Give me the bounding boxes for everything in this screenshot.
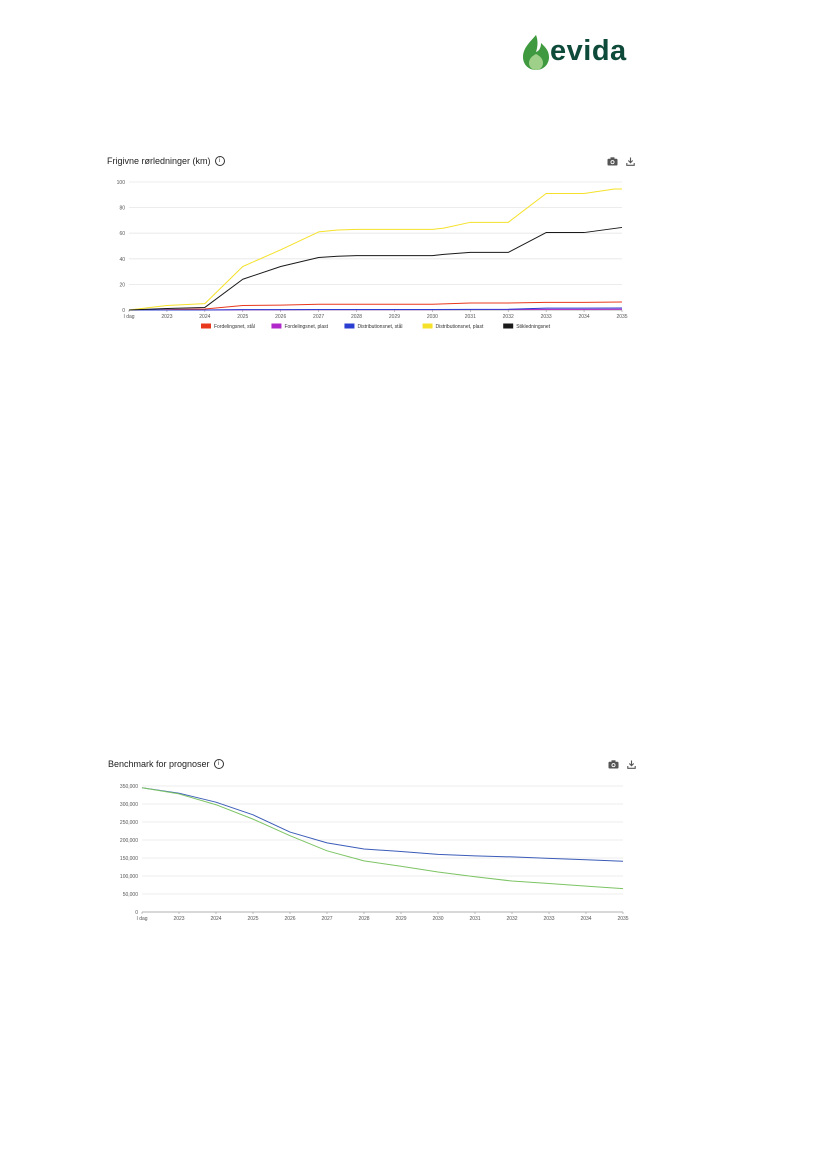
x-tick-label: 2023 <box>161 314 172 320</box>
legend-item[interactable]: Fordelingsnet, plast <box>271 323 329 331</box>
y-tick-label: 50,000 <box>123 892 139 898</box>
y-tick-label: 350,000 <box>120 784 138 790</box>
legend-swatch <box>503 323 514 329</box>
camera-icon[interactable] <box>608 760 619 769</box>
x-tick-label: 2027 <box>313 314 324 320</box>
legend-label: Stikledningsnet <box>516 324 551 330</box>
y-tick-label: 0 <box>122 308 125 314</box>
chart-title: Benchmark for prognoser i <box>108 759 224 769</box>
y-tick-label: 100,000 <box>120 874 138 880</box>
leaf-flame-icon <box>523 35 549 70</box>
x-tick-label: 2033 <box>541 314 552 320</box>
y-tick-label: 60 <box>119 231 125 237</box>
info-icon[interactable]: i <box>214 156 225 166</box>
legend-item[interactable]: Fordelingsnet, stål <box>201 323 255 330</box>
x-tick-label: 2034 <box>580 916 591 922</box>
series-line-3 <box>129 307 623 311</box>
camera-icon[interactable] <box>607 157 618 166</box>
legend-item[interactable]: Distributionsnet, stål <box>344 323 402 330</box>
x-tick-label: I dag <box>123 314 134 320</box>
series-line-5 <box>128 226 623 311</box>
x-tick-label: 2035 <box>617 916 628 922</box>
y-tick-label: 40 <box>119 257 125 263</box>
evida-logo: evida <box>520 34 640 72</box>
legend-label: Fordelingsnet, plast <box>284 324 328 330</box>
legend-label: Fordelingsnet, stål <box>214 323 255 330</box>
x-tick-label: 2025 <box>237 314 248 320</box>
y-tick-label: 0 <box>135 910 138 916</box>
chart-title-text: Frigivne rørledninger (km) <box>107 156 211 166</box>
x-tick-label: 2027 <box>321 916 332 922</box>
y-tick-label: 20 <box>119 282 125 288</box>
legend-swatch <box>201 323 211 329</box>
series-line-4 <box>128 188 622 311</box>
chart-title-text: Benchmark for prognoser <box>108 759 210 769</box>
legend-swatch <box>271 323 282 329</box>
x-tick-label: 2031 <box>465 314 476 320</box>
y-tick-label: 150,000 <box>120 856 138 862</box>
logo-wordmark: evida <box>550 35 627 67</box>
legend-label: Distributionsnet, stål <box>357 323 402 330</box>
x-tick-label: 2028 <box>358 916 369 922</box>
x-tick-label: 2033 <box>543 916 554 922</box>
download-icon[interactable] <box>627 760 636 769</box>
chart-benchmark: Benchmark for prognoser i 0 50,000 100,000… <box>0 752 827 932</box>
x-tick-label: 2032 <box>506 916 517 922</box>
x-tick-label: 2030 <box>427 314 438 320</box>
info-icon[interactable]: i <box>213 759 224 769</box>
chart-plot: 0 20 40 60 80 100 I dag 2023 2024 2025 2026 2027 202… <box>117 180 628 331</box>
legend-swatch <box>344 323 355 329</box>
x-tick-label: 2029 <box>395 916 406 922</box>
x-tick-label: 2024 <box>199 314 210 320</box>
y-tick-label: 200,000 <box>120 838 138 844</box>
x-tick-label: 2035 <box>616 314 627 320</box>
x-tick-label: 2023 <box>173 916 184 922</box>
x-tick-label: 2028 <box>351 314 362 320</box>
x-tick-label: 2026 <box>284 916 295 922</box>
x-tick-label: I dag <box>136 916 147 922</box>
x-tick-label: 2034 <box>579 314 590 320</box>
legend-label: Distributionsnet, plast <box>436 324 484 330</box>
y-tick-label: 300,000 <box>120 802 138 808</box>
x-tick-label: 2029 <box>389 314 400 320</box>
x-tick-label: 2031 <box>469 916 480 922</box>
x-tick-label: 2024 <box>210 916 221 922</box>
legend-item[interactable]: Stikledningsnet <box>503 323 551 331</box>
chart-pipelines: Frigivne rørledninger (km) i 0 20 40 60 80 10… <box>0 150 827 340</box>
y-tick-label: 250,000 <box>120 820 138 826</box>
y-tick-label: 80 <box>119 206 125 212</box>
x-tick-label: 2032 <box>503 314 514 320</box>
x-tick-label: 2030 <box>432 916 443 922</box>
series-line-1 <box>128 301 623 311</box>
x-tick-label: 2026 <box>275 314 286 320</box>
download-icon[interactable] <box>626 157 635 166</box>
legend-swatch <box>422 323 433 329</box>
chart-title: Frigivne rørledninger (km) i <box>107 156 225 166</box>
series-line-1 <box>141 787 624 862</box>
series-line-2 <box>141 787 624 890</box>
y-tick-label: 100 <box>117 180 126 186</box>
legend-item[interactable]: Distributionsnet, plast <box>422 323 484 331</box>
x-tick-label: 2025 <box>247 916 258 922</box>
chart-plot: 0 50,000 100,000 150,000 200,000 250,000 300,0… <box>120 784 629 922</box>
